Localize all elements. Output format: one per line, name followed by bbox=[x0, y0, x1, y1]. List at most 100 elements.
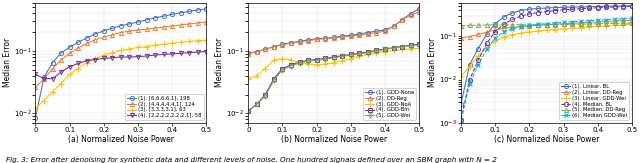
(3). Linear, GDD-Wei bbox=[568, 27, 576, 29]
(4). Median, BL bbox=[517, 15, 525, 17]
(3). [3,3,3,3,1], 63 bbox=[151, 44, 159, 46]
(5). GDD-Wei bbox=[304, 60, 312, 62]
(1). [6,6,6,6,1], 198 bbox=[74, 41, 82, 43]
(1). Linear, BL bbox=[586, 6, 593, 8]
(1). Linear, BL bbox=[474, 48, 482, 50]
(2). DD-Reg bbox=[355, 34, 363, 36]
(2). [4,4,4,4,4,1], 124 bbox=[134, 29, 142, 31]
(2). [4,4,4,4,4,1], 124 bbox=[40, 78, 48, 80]
(3). GDD-NoA bbox=[253, 75, 260, 77]
(4). GDD-Bin bbox=[253, 103, 260, 105]
(2). DD-Reg bbox=[407, 14, 415, 16]
(3). GDD-NoA bbox=[347, 58, 355, 60]
(2). [4,4,4,4,4,1], 124 bbox=[125, 30, 133, 32]
(4). GDD-Bin bbox=[415, 43, 423, 45]
(3). GDD-NoA bbox=[321, 63, 329, 65]
(5). Median, DD-Reg bbox=[483, 24, 490, 26]
(4). [2,2,2,2,2,2,2,1], 58 bbox=[92, 59, 99, 60]
(1). GDD-None bbox=[415, 8, 423, 10]
(5). GDD-Wei bbox=[415, 44, 423, 46]
(2). Linear, DD-Reg bbox=[534, 24, 542, 26]
(1). GDD-None bbox=[339, 35, 346, 37]
X-axis label: (a) Normalized Noise Power: (a) Normalized Noise Power bbox=[68, 135, 174, 144]
(1). Linear, BL bbox=[500, 16, 508, 18]
(6). Median GDD-Wei bbox=[500, 31, 508, 33]
(3). Linear, GDD-Wei bbox=[534, 30, 542, 32]
Y-axis label: Median Error: Median Error bbox=[3, 38, 12, 87]
(3). GDD-NoA bbox=[313, 64, 321, 66]
Line: (5). Median, DD-Reg: (5). Median, DD-Reg bbox=[459, 21, 634, 28]
(1). [6,6,6,6,1], 198 bbox=[160, 15, 168, 17]
(2). Linear, DD-Reg bbox=[586, 21, 593, 23]
(1). GDD-None bbox=[372, 30, 380, 32]
(3). GDD-NoA bbox=[296, 62, 303, 64]
(4). [2,2,2,2,2,2,2,1], 58 bbox=[74, 63, 82, 65]
(5). GDD-Wei bbox=[296, 62, 303, 64]
Y-axis label: Median Error: Median Error bbox=[215, 38, 224, 87]
(3). [3,3,3,3,1], 63 bbox=[92, 58, 99, 60]
(4). Median, BL bbox=[466, 79, 474, 81]
(3). [3,3,3,3,1], 63 bbox=[186, 40, 193, 42]
Line: (3). Linear, GDD-Wei: (3). Linear, GDD-Wei bbox=[458, 22, 635, 79]
(2). Linear, DD-Reg bbox=[466, 36, 474, 38]
(3). [3,3,3,3,1], 63 bbox=[117, 50, 125, 52]
(6). Median GDD-Wei bbox=[457, 119, 465, 120]
(1). Linear, BL bbox=[611, 5, 619, 7]
(3). Linear, GDD-Wei bbox=[586, 26, 593, 28]
(4). GDD-Bin bbox=[398, 45, 406, 47]
Line: (3). GDD-NoA: (3). GDD-NoA bbox=[246, 46, 422, 81]
(4). Median, BL bbox=[551, 10, 559, 12]
(2). [4,4,4,4,4,1], 124 bbox=[202, 21, 210, 23]
(3). GDD-NoA bbox=[372, 52, 380, 54]
(2). Linear, DD-Reg bbox=[620, 20, 627, 22]
(4). GDD-Bin bbox=[355, 52, 363, 54]
(2). [4,4,4,4,4,1], 124 bbox=[83, 43, 91, 44]
(3). Linear, GDD-Wei bbox=[483, 46, 490, 48]
(5). GDD-Wei bbox=[364, 52, 372, 54]
(2). Linear, DD-Reg bbox=[457, 37, 465, 39]
(1). [6,6,6,6,1], 198 bbox=[31, 117, 39, 119]
(4). Median, BL bbox=[594, 7, 602, 9]
(2). [4,4,4,4,4,1], 124 bbox=[49, 68, 56, 70]
(1). [6,6,6,6,1], 198 bbox=[186, 10, 193, 12]
(1). [6,6,6,6,1], 198 bbox=[100, 30, 108, 32]
(3). GDD-NoA bbox=[287, 59, 295, 61]
(3). GDD-NoA bbox=[278, 58, 286, 60]
(1). GDD-None bbox=[244, 52, 252, 54]
(4). [2,2,2,2,2,2,2,1], 58 bbox=[202, 51, 210, 52]
(3). GDD-NoA bbox=[390, 50, 397, 52]
(6). Median GDD-Wei bbox=[509, 28, 516, 30]
(3). [3,3,3,3,1], 63 bbox=[57, 83, 65, 85]
(2). DD-Reg bbox=[278, 44, 286, 46]
(1). [6,6,6,6,1], 198 bbox=[92, 33, 99, 35]
Line: (1). Linear, BL: (1). Linear, BL bbox=[459, 4, 634, 106]
(5). GDD-Wei bbox=[339, 55, 346, 57]
(6). Median GDD-Wei bbox=[551, 22, 559, 24]
(4). Median, BL bbox=[492, 31, 499, 33]
(1). GDD-None bbox=[321, 37, 329, 39]
(4). Median, BL bbox=[577, 8, 584, 10]
(3). Linear, GDD-Wei bbox=[551, 29, 559, 30]
Line: (4). GDD-Bin: (4). GDD-Bin bbox=[246, 42, 421, 113]
(4). GDD-Bin bbox=[304, 59, 312, 61]
(4). Median, BL bbox=[560, 9, 568, 11]
(6). Median GDD-Wei bbox=[543, 23, 550, 25]
Line: (4). Median, BL: (4). Median, BL bbox=[459, 4, 634, 122]
(3). [3,3,3,3,1], 63 bbox=[160, 43, 168, 45]
(3). Linear, GDD-Wei bbox=[543, 29, 550, 31]
Line: (6). Median GDD-Wei: (6). Median GDD-Wei bbox=[459, 16, 634, 122]
(3). GDD-NoA bbox=[415, 47, 423, 49]
(4). GDD-Bin bbox=[270, 78, 278, 80]
(5). Median, DD-Reg bbox=[509, 24, 516, 26]
Line: (2). Linear, DD-Reg: (2). Linear, DD-Reg bbox=[459, 18, 634, 40]
(3). [3,3,3,3,1], 63 bbox=[177, 41, 184, 43]
(1). Linear, BL bbox=[492, 23, 499, 25]
(4). GDD-Bin bbox=[278, 68, 286, 70]
(3). [3,3,3,3,1], 63 bbox=[109, 52, 116, 54]
(4). [2,2,2,2,2,2,2,1], 58 bbox=[117, 56, 125, 58]
(1). GDD-None bbox=[313, 38, 321, 40]
(2). Linear, DD-Reg bbox=[602, 21, 610, 22]
(5). Median, DD-Reg bbox=[534, 24, 542, 26]
(1). [6,6,6,6,1], 198 bbox=[202, 8, 210, 10]
(2). [4,4,4,4,4,1], 124 bbox=[194, 22, 202, 24]
